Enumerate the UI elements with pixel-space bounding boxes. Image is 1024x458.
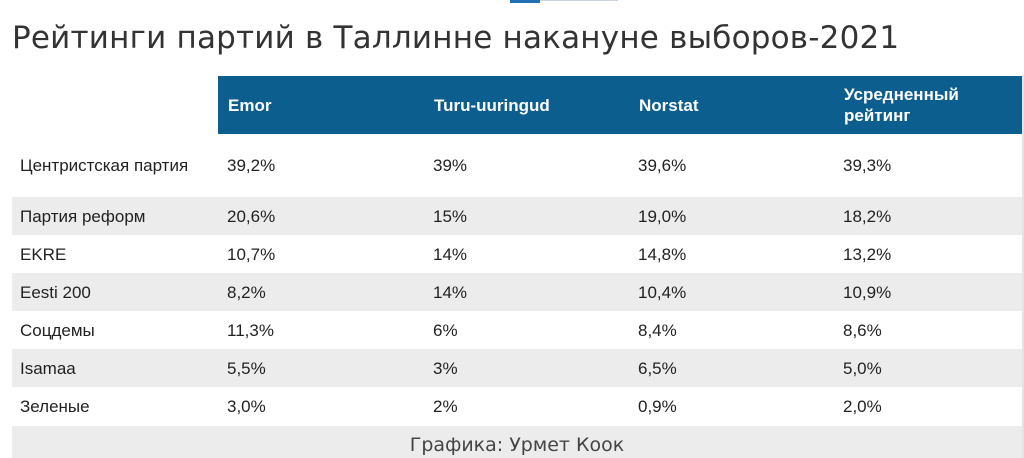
value-cell: 3% — [424, 349, 629, 387]
value-cell: 5,5% — [218, 349, 424, 387]
value-cell: 10,4% — [629, 273, 834, 311]
value-cell: 13,2% — [843, 244, 892, 264]
header-row: Emor Turu-uuringud Norstat Усредненный р… — [12, 76, 1022, 134]
value-cell: 3,0% — [227, 396, 266, 416]
value-cell: 39% — [433, 156, 468, 175]
top-accent-line — [540, 0, 618, 1]
value-cell: 0,9% — [638, 396, 677, 416]
table-row: Eesti 200 8,2% 14% 10,4% 10,9% — [12, 273, 1022, 311]
table-row: Центристская партия 39,2% 39% 39,6% 39,3… — [12, 134, 1022, 197]
value-cell: 2% — [433, 396, 458, 416]
value-cell: 15% — [424, 197, 629, 235]
party-name: Партия реформ — [12, 197, 218, 235]
ratings-table: Emor Turu-uuringud Norstat Усредненный р… — [12, 76, 1022, 425]
column-header-norstat: Norstat — [629, 76, 834, 134]
value-cell: 8,6% — [843, 320, 882, 340]
right-divider — [1022, 75, 1024, 458]
party-name: Зеленые — [20, 396, 90, 416]
value-cell: 8,4% — [638, 320, 677, 340]
value-cell: 6% — [433, 320, 458, 340]
value-cell: 39,3% — [843, 156, 892, 175]
column-header-emor: Emor — [218, 76, 424, 134]
value-cell: 39,2% — [227, 156, 276, 175]
value-cell: 14,8% — [638, 244, 687, 264]
table-row: Партия реформ 20,6% 15% 19,0% 18,2% — [12, 197, 1022, 235]
party-name: Isamaa — [12, 349, 218, 387]
party-name: Центристская партия — [20, 156, 189, 175]
column-header-turu-uuringud: Turu-uuringud — [424, 76, 629, 134]
header-corner — [12, 76, 218, 134]
value-cell: 11,3% — [227, 320, 274, 340]
value-cell: 10,9% — [834, 273, 1022, 311]
table-row: Соцдемы 11,3% 6% 8,4% 8,6% — [12, 311, 1022, 349]
value-cell: 20,6% — [218, 197, 424, 235]
value-cell: 18,2% — [834, 197, 1022, 235]
chart-title: Рейтинги партий в Таллинне накануне выбо… — [12, 20, 900, 56]
value-cell: 6,5% — [629, 349, 834, 387]
table-row: Isamaa 5,5% 3% 6,5% 5,0% — [12, 349, 1022, 387]
party-name: Соцдемы — [20, 320, 95, 340]
column-header-average: Усредненный рейтинг — [834, 76, 1022, 134]
top-accent-bar — [510, 0, 540, 3]
table-row: EKRE 10,7% 14% 14,8% 13,2% — [12, 235, 1022, 273]
party-name: Eesti 200 — [12, 273, 218, 311]
value-cell: 14% — [424, 273, 629, 311]
party-name: EKRE — [20, 244, 67, 264]
value-cell: 2,0% — [843, 396, 882, 416]
value-cell: 39,6% — [638, 156, 687, 175]
value-cell: 19,0% — [629, 197, 834, 235]
table-row: Зеленые 3,0% 2% 0,9% 2,0% — [12, 387, 1022, 425]
graphics-credit: Графика: Урмет Коок — [12, 426, 1022, 458]
value-cell: 5,0% — [834, 349, 1022, 387]
value-cell: 8,2% — [218, 273, 424, 311]
value-cell: 10,7% — [227, 244, 276, 264]
value-cell: 14% — [433, 244, 468, 264]
